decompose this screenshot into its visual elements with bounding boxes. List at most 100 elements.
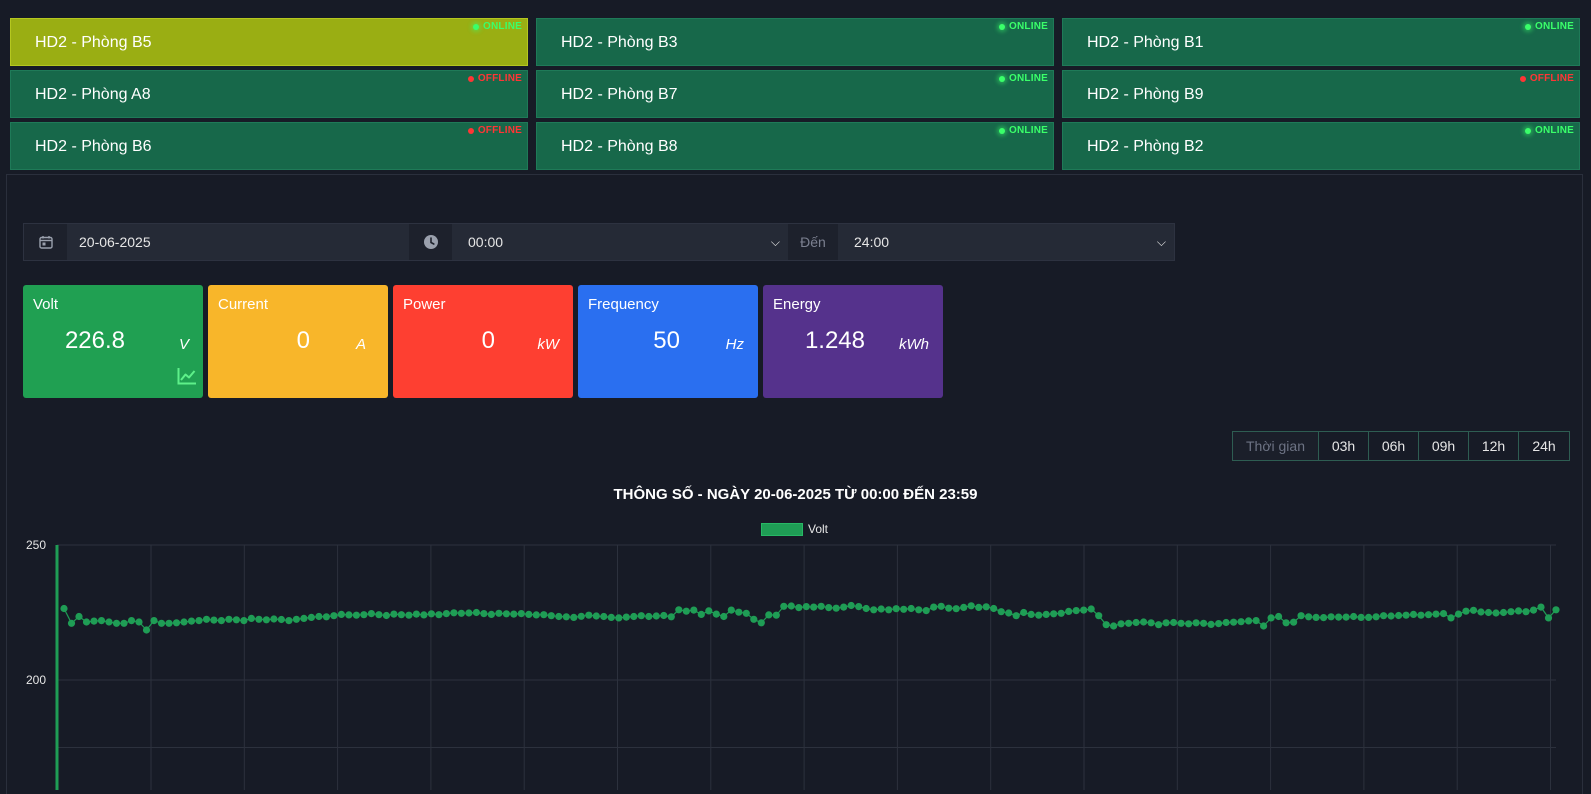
data-point (1327, 613, 1335, 621)
data-point (1537, 603, 1545, 611)
room-name: HD2 - Phòng B7 (561, 86, 678, 103)
data-point (405, 611, 413, 619)
date-input[interactable]: 20-06-2025 (67, 224, 409, 260)
data-point (75, 612, 83, 621)
data-point (727, 606, 735, 614)
data-point (1005, 609, 1013, 617)
data-point (1110, 622, 1118, 630)
data-point (787, 602, 795, 610)
status-dot-icon (999, 128, 1006, 134)
room-tile[interactable]: HD2 - Phòng B9 OFFLINE (1062, 70, 1580, 118)
chart-legend[interactable]: Volt (761, 522, 828, 536)
room-tile[interactable]: HD2 - Phòng B2 ONLINE (1062, 122, 1580, 170)
metric-card-frequency[interactable]: Frequency 50 Hz (578, 285, 758, 398)
room-tile[interactable]: HD2 - Phòng B1 ONLINE (1062, 18, 1580, 66)
chart-line-icon[interactable] (177, 367, 197, 390)
data-point (1357, 613, 1365, 621)
data-point (645, 612, 653, 621)
room-tile[interactable]: HD2 - Phòng B5 ONLINE (10, 18, 528, 66)
data-point (1020, 608, 1028, 617)
metric-card-energy[interactable]: Energy 1.248 kWh (763, 285, 943, 398)
time-range-label: Thời gian (1233, 432, 1319, 460)
range-button-12h[interactable]: 12h (1469, 432, 1519, 460)
data-point (615, 614, 623, 622)
data-point (1095, 612, 1103, 620)
calendar-icon[interactable] (24, 224, 67, 260)
data-point (1432, 610, 1440, 618)
data-point (525, 610, 533, 618)
data-point (1492, 609, 1500, 617)
room-tile[interactable]: HD2 - Phòng A8 OFFLINE (10, 70, 528, 118)
data-point (517, 610, 525, 618)
data-point (397, 611, 405, 619)
data-point (630, 612, 638, 621)
data-point (1454, 610, 1463, 618)
data-point (495, 609, 503, 617)
chevron-down-icon: ⌵ (1156, 235, 1166, 249)
metric-label: Current (218, 296, 269, 313)
room-tile[interactable]: HD2 - Phòng B7 ONLINE (536, 70, 1054, 118)
data-point (975, 603, 983, 611)
data-point (562, 613, 570, 621)
data-point (1027, 610, 1035, 618)
status-badge: ONLINE (999, 125, 1048, 137)
room-tile[interactable]: HD2 - Phòng B8 ONLINE (536, 122, 1054, 170)
time-range-selector: Thời gian 03h 06h 09h 12h 24h (1232, 431, 1570, 461)
metric-label: Volt (33, 296, 59, 313)
data-point (1514, 607, 1523, 615)
data-point (705, 607, 713, 615)
data-point (607, 613, 615, 621)
data-point (120, 619, 128, 627)
data-point (457, 609, 465, 617)
data-point (180, 618, 188, 626)
room-tile[interactable]: HD2 - Phòng B3 ONLINE (536, 18, 1054, 66)
metric-card-power[interactable]: Power 0 kW (393, 285, 573, 398)
data-point (660, 611, 668, 620)
data-point (1057, 609, 1065, 617)
data-point (1267, 614, 1275, 622)
data-point (720, 612, 728, 621)
data-point (1342, 613, 1350, 621)
status-dot-icon (473, 24, 480, 30)
data-point (982, 603, 990, 611)
data-point (1012, 612, 1020, 620)
data-point (840, 603, 848, 611)
data-point (802, 603, 810, 611)
data-point (345, 611, 353, 619)
data-point (90, 617, 98, 625)
data-point (1170, 618, 1178, 627)
from-time-select[interactable]: 00:00 ⌵ (452, 224, 788, 260)
status-dot-icon (467, 128, 474, 134)
data-point (285, 617, 293, 625)
range-button-06h[interactable]: 06h (1369, 432, 1419, 460)
data-point (390, 610, 398, 618)
data-point (465, 609, 473, 617)
data-point (1222, 618, 1230, 627)
metric-value: 226.8 (64, 327, 125, 354)
range-button-09h[interactable]: 09h (1419, 432, 1469, 460)
data-point (127, 617, 136, 625)
metric-card-volt[interactable]: Volt 226.8 V (23, 285, 203, 398)
data-point (1507, 608, 1515, 616)
status-dot-icon (999, 24, 1006, 30)
data-point (1477, 608, 1485, 616)
status-dot-icon (1519, 76, 1526, 82)
data-point (322, 613, 330, 621)
range-button-24h[interactable]: 24h (1532, 438, 1556, 454)
range-button-03h[interactable]: 03h (1319, 432, 1369, 460)
to-time-select[interactable]: 24:00 ⌵ (838, 224, 1174, 260)
data-point (1395, 611, 1403, 620)
data-point (1215, 620, 1223, 628)
status-badge: ONLINE (999, 21, 1048, 33)
data-point (1042, 610, 1050, 618)
data-point (667, 613, 675, 621)
data-point (1365, 613, 1373, 621)
data-point (1050, 610, 1058, 618)
room-tile[interactable]: HD2 - Phòng B6 OFFLINE (10, 122, 528, 170)
data-point (142, 626, 151, 634)
filter-bar: 20-06-2025 00:00 ⌵ Đến 24:00 ⌵ (23, 223, 1175, 261)
metric-card-current[interactable]: Current 0 A (208, 285, 388, 398)
room-grid: HD2 - Phòng B5 ONLINE HD2 - Phòng B3 ONLIN… (10, 18, 1581, 170)
status-badge: ONLINE (473, 21, 522, 33)
room-name: HD2 - Phòng B5 (35, 34, 152, 51)
